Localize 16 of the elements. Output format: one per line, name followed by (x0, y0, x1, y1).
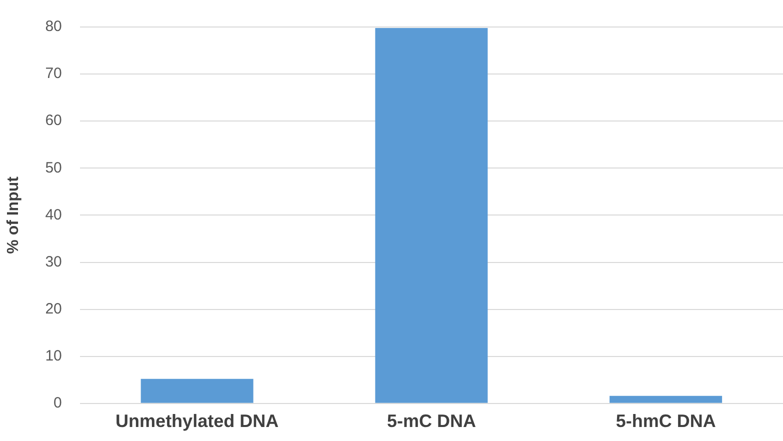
y-tick-label: 20 (45, 300, 62, 318)
bar (610, 396, 722, 403)
y-axis-title: % of Input (5, 176, 22, 254)
x-tick-label: 5-hmC DNA (616, 411, 716, 432)
bar (375, 28, 488, 403)
x-tick-label: Unmethylated DNA (116, 411, 279, 432)
bar (140, 378, 254, 403)
y-tick-label: 40 (45, 206, 62, 224)
y-tick-label: 30 (45, 253, 62, 270)
y-tick-label: 10 (45, 347, 62, 364)
y-tick-label: 80 (45, 18, 62, 36)
y-tick-label: 70 (45, 65, 62, 82)
y-tick-label: 50 (45, 159, 62, 176)
y-tick-label: 0 (54, 394, 62, 412)
y-tick-label: 60 (45, 112, 62, 130)
x-tick-label: 5-mC DNA (386, 411, 476, 432)
